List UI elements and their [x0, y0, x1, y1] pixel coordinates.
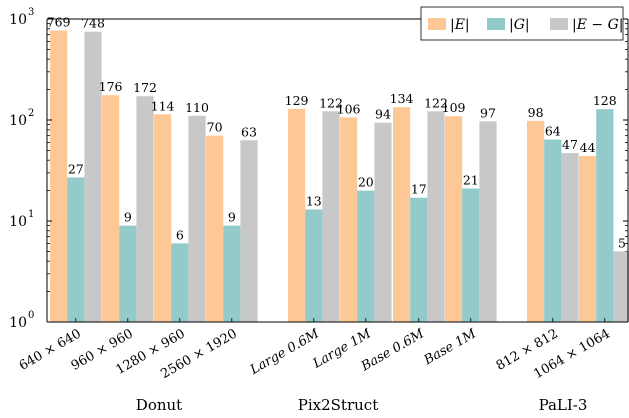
y-tick-exponent: 0	[28, 310, 34, 321]
bar-g	[410, 197, 428, 322]
data-label: 94	[375, 107, 391, 122]
data-label: 176	[99, 79, 123, 94]
bar-e	[206, 135, 224, 322]
bar-g	[462, 188, 480, 322]
bar-e-minus-g	[136, 96, 154, 322]
bar-g	[596, 109, 614, 323]
bar-e	[393, 107, 411, 322]
group-label: PaLI-3	[539, 396, 588, 414]
data-label: 748	[81, 16, 105, 31]
data-label: 63	[241, 124, 257, 139]
data-label: 17	[411, 182, 427, 197]
data-label: 64	[545, 124, 561, 139]
data-label: 21	[463, 172, 479, 187]
bar-e	[527, 120, 545, 322]
data-label: 9	[124, 210, 132, 225]
y-tick-label: 10	[9, 214, 27, 230]
bar-e-minus-g	[188, 115, 206, 322]
data-label: 106	[337, 101, 361, 116]
y-tick-exponent: 2	[28, 108, 34, 119]
y-tick-label: 10	[9, 113, 27, 129]
data-label: 122	[424, 95, 448, 110]
data-label: 6	[176, 227, 184, 242]
data-label: 128	[593, 93, 617, 108]
data-label: 97	[480, 105, 496, 120]
bar-e	[288, 108, 306, 322]
data-label: 114	[151, 98, 175, 113]
legend-swatch	[487, 18, 505, 30]
bar-e	[445, 116, 463, 322]
category-label: Large 0.6M	[247, 326, 322, 378]
data-label: 134	[390, 91, 414, 106]
bar-e-minus-g	[479, 121, 497, 322]
group-label: Pix2Struct	[298, 396, 378, 414]
legend-swatch	[550, 18, 568, 30]
bar-g	[171, 243, 189, 322]
bar-e-minus-g	[613, 251, 629, 322]
bar-e-minus-g	[322, 111, 340, 323]
bar-e	[102, 95, 120, 323]
data-label: 109	[442, 100, 466, 115]
bar-g	[119, 225, 137, 322]
legend-label: |E|	[450, 17, 470, 33]
y-tick-label: 10	[9, 315, 27, 331]
legend-label: |G|	[509, 17, 530, 33]
bar-e	[50, 30, 68, 322]
bar-g	[357, 190, 375, 322]
data-label: 110	[185, 100, 209, 115]
data-label: 172	[133, 80, 157, 95]
data-label: 47	[562, 137, 578, 152]
data-label: 13	[306, 193, 322, 208]
data-label: 9	[228, 210, 236, 225]
y-tick-exponent: 1	[28, 209, 34, 220]
bar-e	[340, 117, 358, 322]
data-label: 44	[580, 140, 596, 155]
bar-e-minus-g	[561, 153, 579, 322]
legend-label: |E − G|	[572, 17, 623, 33]
bar-e-minus-g	[427, 111, 445, 323]
y-tick-exponent: 3	[28, 7, 34, 18]
bar-g	[544, 139, 562, 322]
category-label: Base 1M	[421, 326, 480, 369]
legend-box	[420, 6, 624, 41]
bar-g	[223, 225, 241, 322]
data-label: 20	[358, 175, 374, 190]
y-tick-label: 10	[9, 12, 27, 28]
data-label: 5	[618, 235, 626, 250]
bar-e	[154, 114, 172, 322]
data-label: 27	[68, 161, 84, 176]
data-label: 769	[47, 15, 71, 30]
data-label: 122	[319, 95, 343, 110]
bar-e	[579, 156, 597, 322]
bar-e-minus-g	[84, 31, 102, 323]
bar-e-minus-g	[374, 122, 392, 323]
bar-e-minus-g	[240, 140, 258, 322]
data-label: 129	[285, 93, 309, 108]
group-label: Donut	[136, 396, 182, 414]
bar-g	[305, 209, 323, 322]
data-label: 70	[207, 120, 223, 135]
legend-swatch	[428, 18, 446, 30]
data-label: 98	[528, 105, 544, 120]
bar-g	[67, 177, 85, 322]
